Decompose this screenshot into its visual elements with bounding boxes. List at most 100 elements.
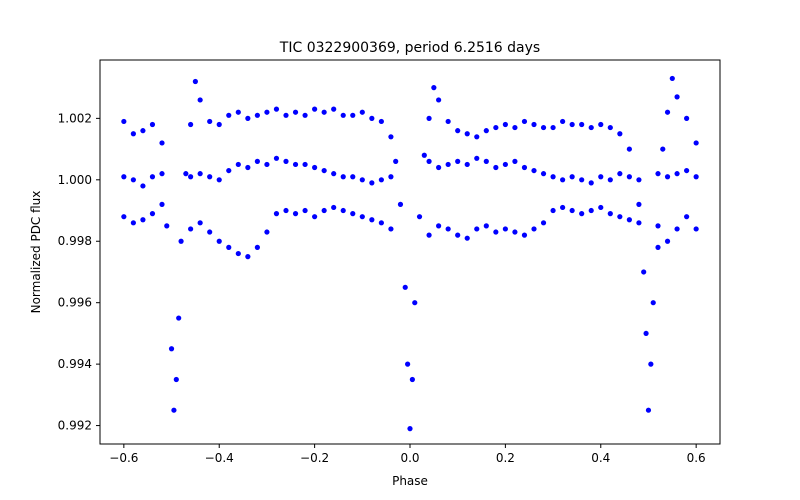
data-point (540, 124, 547, 131)
data-point (502, 161, 508, 168)
data-point (409, 376, 415, 383)
data-point (493, 229, 499, 235)
data-point (321, 167, 327, 174)
data-point (560, 204, 566, 211)
data-point (693, 226, 699, 232)
data-point (216, 238, 222, 244)
data-point (445, 118, 451, 125)
data-point (254, 244, 260, 250)
data-point (273, 211, 280, 217)
data-point (579, 121, 585, 128)
data-point (393, 158, 399, 164)
data-point (321, 109, 327, 115)
axis-ticks: −0.6 −0.4 −0.2 0.0 0.2 0.4 0.6 0.992 0.994 0.996 0… (58, 111, 706, 465)
data-point (235, 250, 241, 257)
data-point (636, 220, 642, 226)
data-point (502, 121, 508, 128)
data-point (235, 161, 241, 168)
data-point (445, 161, 451, 168)
data-point (648, 361, 654, 367)
data-point (531, 167, 537, 174)
data-point (426, 158, 432, 164)
data-point (464, 161, 470, 168)
data-point (321, 207, 327, 214)
data-point (350, 112, 356, 118)
y-tick-label: 1.002 (58, 111, 92, 125)
data-point (402, 284, 408, 290)
data-point (171, 407, 177, 413)
data-point (588, 207, 594, 214)
data-point (407, 426, 413, 432)
data-point (650, 300, 656, 306)
data-point (254, 112, 260, 118)
data-point (176, 315, 182, 321)
data-point (359, 177, 365, 183)
data-point (254, 158, 260, 164)
data-point (302, 161, 308, 168)
data-point (369, 180, 375, 186)
data-point (192, 78, 198, 85)
data-point (674, 226, 680, 232)
data-point (405, 361, 411, 367)
data-point (197, 171, 203, 177)
data-point (617, 214, 623, 220)
data-point (216, 177, 222, 183)
data-point (569, 121, 575, 128)
data-point (235, 109, 241, 115)
data-point (378, 118, 384, 125)
data-point (550, 207, 556, 214)
data-point (693, 140, 699, 146)
data-point (331, 106, 337, 112)
data-point (598, 204, 604, 211)
data-point (302, 112, 308, 118)
data-point (197, 220, 203, 226)
data-point (588, 124, 594, 131)
data-point (540, 171, 547, 177)
data-point (474, 226, 480, 232)
data-point (130, 177, 136, 183)
data-point (493, 164, 499, 171)
data-point (674, 94, 680, 100)
data-point (617, 171, 623, 177)
data-point (245, 254, 251, 260)
data-point (397, 201, 404, 207)
data-point (483, 128, 489, 134)
data-point (340, 112, 346, 118)
data-point (121, 118, 127, 125)
data-point (550, 174, 556, 180)
data-point (426, 232, 432, 238)
data-point (149, 174, 156, 180)
data-point (598, 121, 604, 128)
data-point (684, 214, 690, 220)
data-point (359, 214, 365, 220)
data-point (388, 174, 394, 180)
data-point (226, 112, 232, 118)
data-point (464, 131, 470, 137)
data-point (178, 238, 184, 244)
data-point (359, 109, 365, 115)
x-tick-label: −0.6 (109, 451, 138, 465)
data-point (140, 217, 146, 223)
data-point (445, 226, 451, 232)
data-point (569, 174, 575, 180)
data-point (436, 97, 442, 103)
y-axis-label: Normalized PDC flux (29, 191, 43, 314)
axes-frame (99, 59, 721, 445)
data-point (292, 161, 299, 168)
data-point (312, 214, 318, 220)
data-point (483, 158, 489, 164)
data-point (207, 229, 213, 235)
data-point (636, 177, 642, 183)
data-point (693, 174, 699, 180)
data-point (331, 204, 337, 211)
data-point (645, 407, 652, 413)
data-point (412, 300, 418, 306)
y-tick-label: 0.992 (58, 419, 92, 433)
data-point (159, 201, 165, 207)
data-point (283, 207, 289, 214)
data-point (512, 229, 518, 235)
data-point (130, 220, 136, 226)
data-point (164, 223, 170, 229)
data-point (669, 75, 675, 82)
